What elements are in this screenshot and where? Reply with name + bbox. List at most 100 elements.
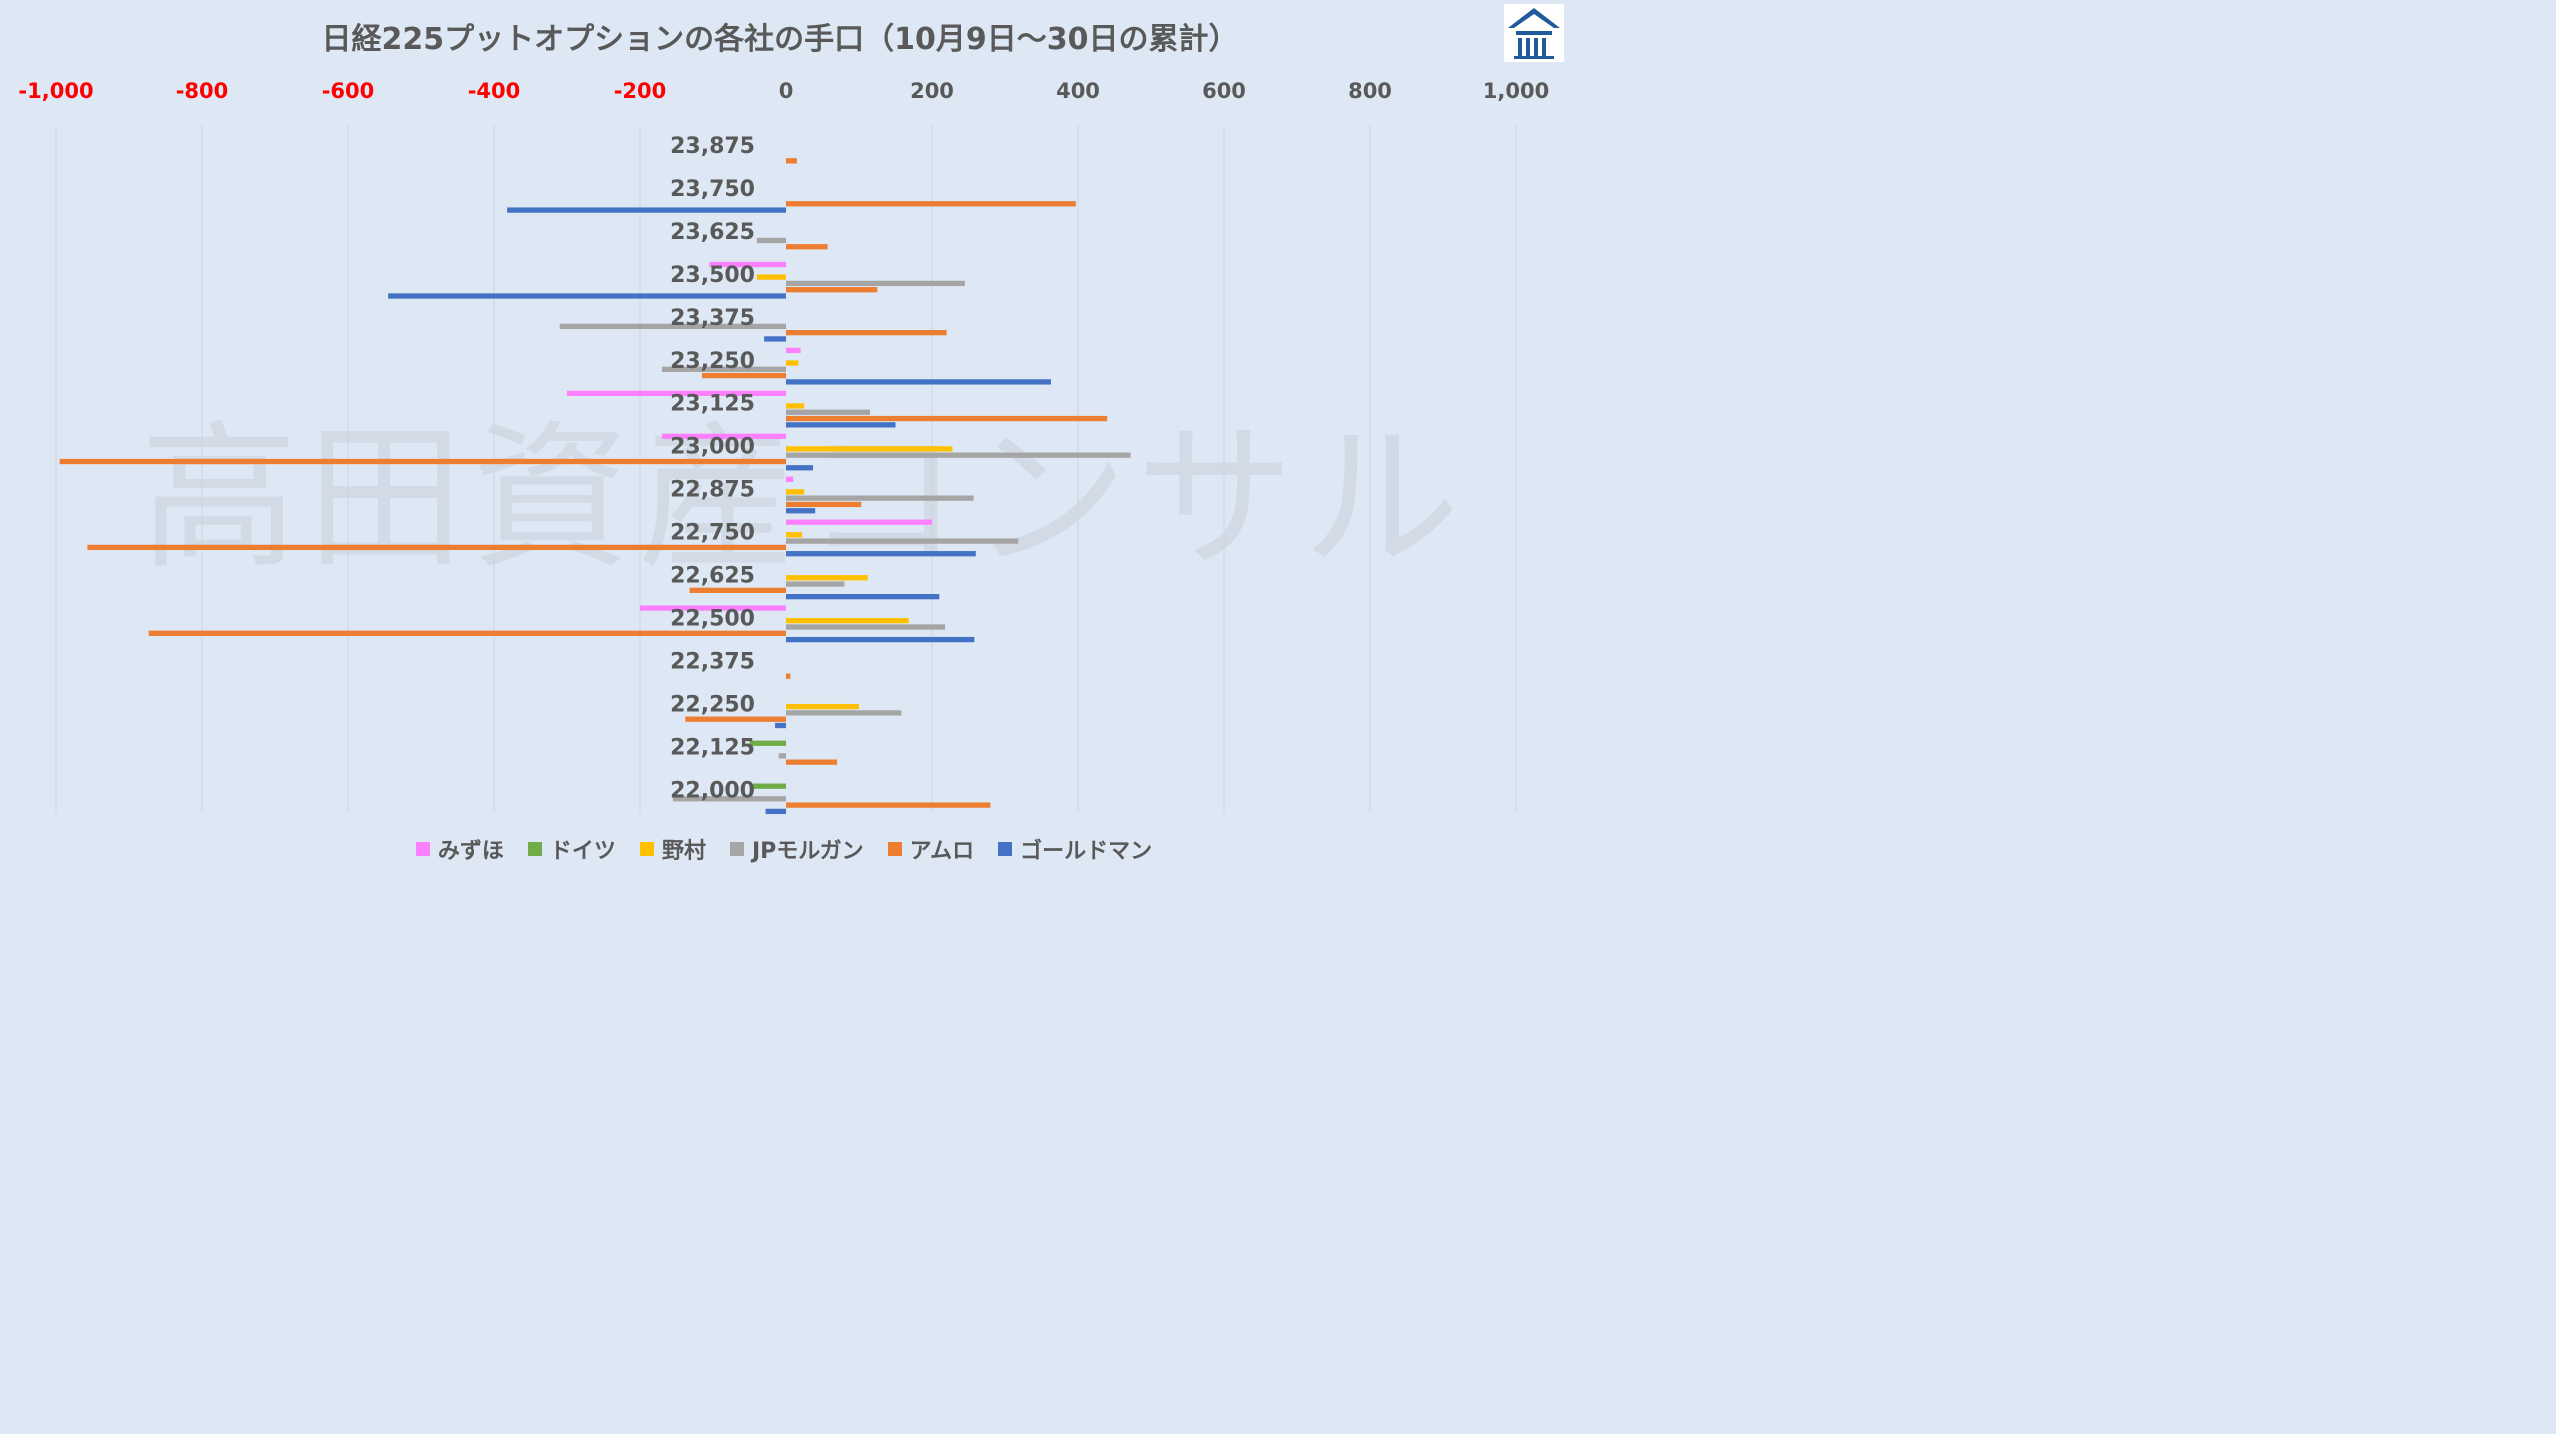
bar: [87, 544, 786, 551]
bar: [753, 783, 786, 789]
x-tick-label: 1,000: [1483, 79, 1549, 103]
bar: [786, 379, 1051, 385]
bar: [786, 489, 805, 495]
bar: [786, 330, 947, 336]
bar: [756, 237, 786, 244]
bar: [786, 476, 794, 482]
legend-label: みずほ: [437, 839, 504, 864]
bar: [786, 495, 974, 501]
legend-label: ゴールドマン: [1020, 839, 1153, 864]
category-label: 22,375: [670, 649, 755, 674]
x-tick-label: -600: [322, 79, 375, 103]
takada-house-logo-icon: [1504, 4, 1564, 62]
category-label: 23,875: [670, 134, 755, 159]
bar: [764, 336, 786, 342]
bar: [786, 703, 859, 710]
category-label: 23,250: [670, 349, 755, 374]
legend-item: 野村: [639, 833, 706, 865]
legend-label: JPモルガン: [751, 839, 864, 864]
legend-label: ドイツ: [549, 839, 616, 864]
category-label: 22,000: [670, 778, 755, 803]
bar: [765, 808, 786, 815]
bar: [786, 244, 828, 250]
category-label: 22,500: [670, 606, 755, 631]
bar: [786, 360, 799, 366]
bar: [786, 759, 838, 765]
x-tick-label: -400: [468, 79, 521, 103]
bar: [786, 551, 976, 557]
bar: [786, 710, 902, 716]
bar: [786, 519, 932, 525]
bar: [786, 403, 805, 409]
bar: [567, 390, 786, 396]
chart-legend: みずほ ドイツ 野村 JPモルガン アムロ ゴールドマン: [0, 833, 1568, 865]
bar: [786, 673, 791, 679]
legend-swatch: [527, 842, 542, 856]
bar: [786, 158, 797, 164]
bar: [786, 802, 991, 808]
legend-item: みずほ: [415, 833, 504, 865]
legend-label: アムロ: [909, 839, 975, 864]
bar: [786, 636, 975, 643]
bar: [786, 415, 1108, 422]
legend-swatch: [639, 842, 654, 856]
x-tick-label: -1,000: [18, 79, 93, 103]
bar: [786, 280, 965, 287]
category-label: 22,125: [670, 735, 755, 760]
legend-swatch: [998, 842, 1013, 856]
bar: [559, 323, 786, 329]
x-tick-label: 800: [1348, 79, 1392, 103]
x-tick-label: 0: [779, 79, 794, 103]
bar: [786, 409, 870, 415]
bar: [661, 433, 786, 439]
bar: [640, 605, 786, 611]
bar: [709, 261, 786, 268]
chart-plot: -1,000 -800 -600 -400 -200 0 200 400 600 800 1,000…: [18, 79, 1549, 815]
bar: [778, 753, 786, 759]
legend-item: ゴールドマン: [998, 833, 1152, 865]
category-label: 23,625: [670, 220, 755, 245]
chart-title: 日経225プットオプションの各社の手口（10月9日〜30日の累計）: [321, 22, 1239, 57]
legend-item: ドイツ: [527, 833, 616, 865]
bar: [148, 630, 786, 636]
bar: [702, 372, 786, 379]
bar: [661, 366, 786, 372]
bar: [689, 587, 786, 593]
legend-swatch: [415, 842, 430, 856]
bar: [786, 594, 940, 600]
bar: [756, 274, 786, 280]
category-label: 22,625: [670, 564, 755, 589]
bar: [775, 722, 786, 729]
bar: [749, 740, 786, 746]
x-tick-label: 600: [1202, 79, 1246, 103]
bar: [786, 501, 862, 508]
legend-item: JPモルガン: [729, 833, 864, 865]
bar: [786, 532, 803, 538]
bar: [786, 452, 1131, 458]
bar: [786, 538, 1019, 544]
bar: [786, 624, 946, 630]
category-label: 23,750: [670, 177, 755, 202]
category-label: 23,500: [670, 263, 755, 288]
bar: [786, 446, 953, 452]
bar: [507, 207, 786, 213]
bar: [786, 422, 896, 428]
category-label: 23,000: [670, 435, 755, 460]
legend-swatch: [887, 842, 902, 856]
category-label: 23,125: [670, 392, 755, 417]
x-tick-label: 400: [1056, 79, 1100, 103]
bar: [786, 575, 868, 581]
legend-swatch: [729, 842, 744, 856]
bar: [786, 618, 909, 624]
legend-label: 野村: [661, 839, 706, 864]
category-label: 22,250: [670, 692, 755, 717]
bar: [685, 716, 786, 722]
category-label: 23,375: [670, 306, 755, 331]
x-tick-label: 200: [910, 79, 954, 103]
bar: [786, 201, 1076, 207]
bar: [786, 581, 845, 587]
bar: [388, 293, 786, 299]
bar: [786, 347, 801, 354]
x-tick-label: -200: [614, 79, 667, 103]
bar: [672, 796, 786, 802]
